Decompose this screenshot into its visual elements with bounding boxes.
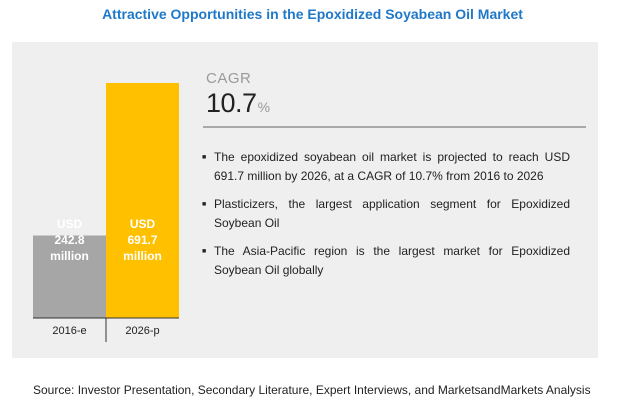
highlight-item: The epoxidized soyabean oil market is pr… — [202, 148, 570, 186]
bar-data-label: USD — [57, 217, 83, 231]
cagr-divider — [203, 126, 586, 128]
highlights-list: The epoxidized soyabean oil market is pr… — [202, 148, 570, 289]
x-tick-label: 2016-e — [52, 325, 86, 337]
bar-data-label: 242.8 — [54, 233, 84, 247]
bar-2016-e — [33, 235, 106, 318]
x-tick-label: 2026-p — [125, 325, 159, 337]
cagr-label: CAGR — [206, 70, 252, 87]
chart-title: Attractive Opportunities in the Epoxidiz… — [102, 6, 523, 22]
cagr-unit: % — [257, 99, 270, 115]
source-note: Source: Investor Presentation, Secondary… — [33, 383, 591, 397]
highlight-item: Plasticizers, the largest application se… — [202, 195, 570, 233]
bar-2026-p — [106, 83, 179, 318]
highlight-item: The Asia-Pacific region is the largest m… — [202, 242, 570, 280]
bar-data-label: million — [50, 249, 89, 263]
cagr-value-block: 10.7% — [206, 88, 270, 119]
bar-data-label: USD — [130, 217, 156, 231]
bar-data-label: 691.7 — [127, 233, 157, 247]
bar-data-label: million — [123, 249, 162, 263]
cagr-value: 10.7 — [206, 88, 257, 118]
